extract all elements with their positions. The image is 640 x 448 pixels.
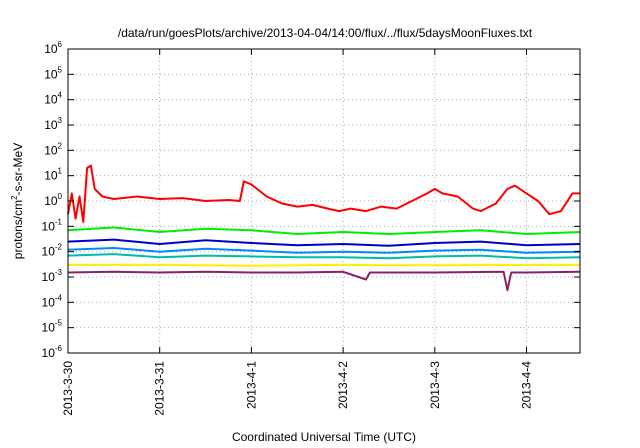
chart-title: /data/run/goesPlots/archive/2013-04-04/1… (118, 26, 533, 40)
series-line-2 (67, 226, 581, 235)
y-ticks: 10-6 10-5 10-4 10-3 10-2 10-1 100 101 102 103 104 1… (42, 40, 580, 360)
y-tick-label: 102 (44, 141, 62, 157)
y-tick-label: 10-3 (42, 268, 63, 284)
y-tick-label: 101 (44, 167, 62, 183)
y-tick-label: 10-1 (42, 217, 63, 233)
y-tick-label: 10-2 (42, 243, 63, 259)
y-tick-label: 100 (44, 192, 62, 208)
series-group (67, 164, 581, 292)
series-line-7 (67, 270, 581, 292)
x-tick-label: 2013-4-1 (244, 361, 258, 409)
series-line-5 (67, 253, 581, 260)
y-tick-label: 103 (44, 116, 62, 132)
y-tick-label: 104 (44, 91, 62, 107)
series-line-6 (68, 263, 580, 267)
series-line-3 (67, 238, 581, 247)
y-tick-label: 10-5 (42, 319, 63, 335)
x-tick-label: 2013-4-3 (428, 361, 442, 409)
series-line-4 (67, 247, 581, 254)
x-tick-label: 2013-4-4 (520, 361, 534, 409)
x-tick-label: 2013-3-31 (153, 361, 167, 416)
y-axis-label: protons/cm2-s-sr-MeV (10, 143, 25, 259)
x-tick-label: 2013-3-30 (61, 361, 75, 416)
x-ticks: 2013-3-30 2013-3-31 2013-4-1 2013-4-2 2013-4… (61, 49, 534, 416)
x-tick-label: 2013-4-2 (336, 361, 350, 409)
series-line-1 (67, 164, 580, 223)
y-tick-label: 106 (44, 40, 62, 56)
y-tick-label: 10-6 (42, 344, 63, 360)
grid (68, 49, 580, 353)
y-tick-label: 10-4 (42, 293, 63, 309)
x-axis-label: Coordinated Universal Time (UTC) (232, 430, 416, 444)
y-tick-label: 105 (44, 65, 62, 81)
